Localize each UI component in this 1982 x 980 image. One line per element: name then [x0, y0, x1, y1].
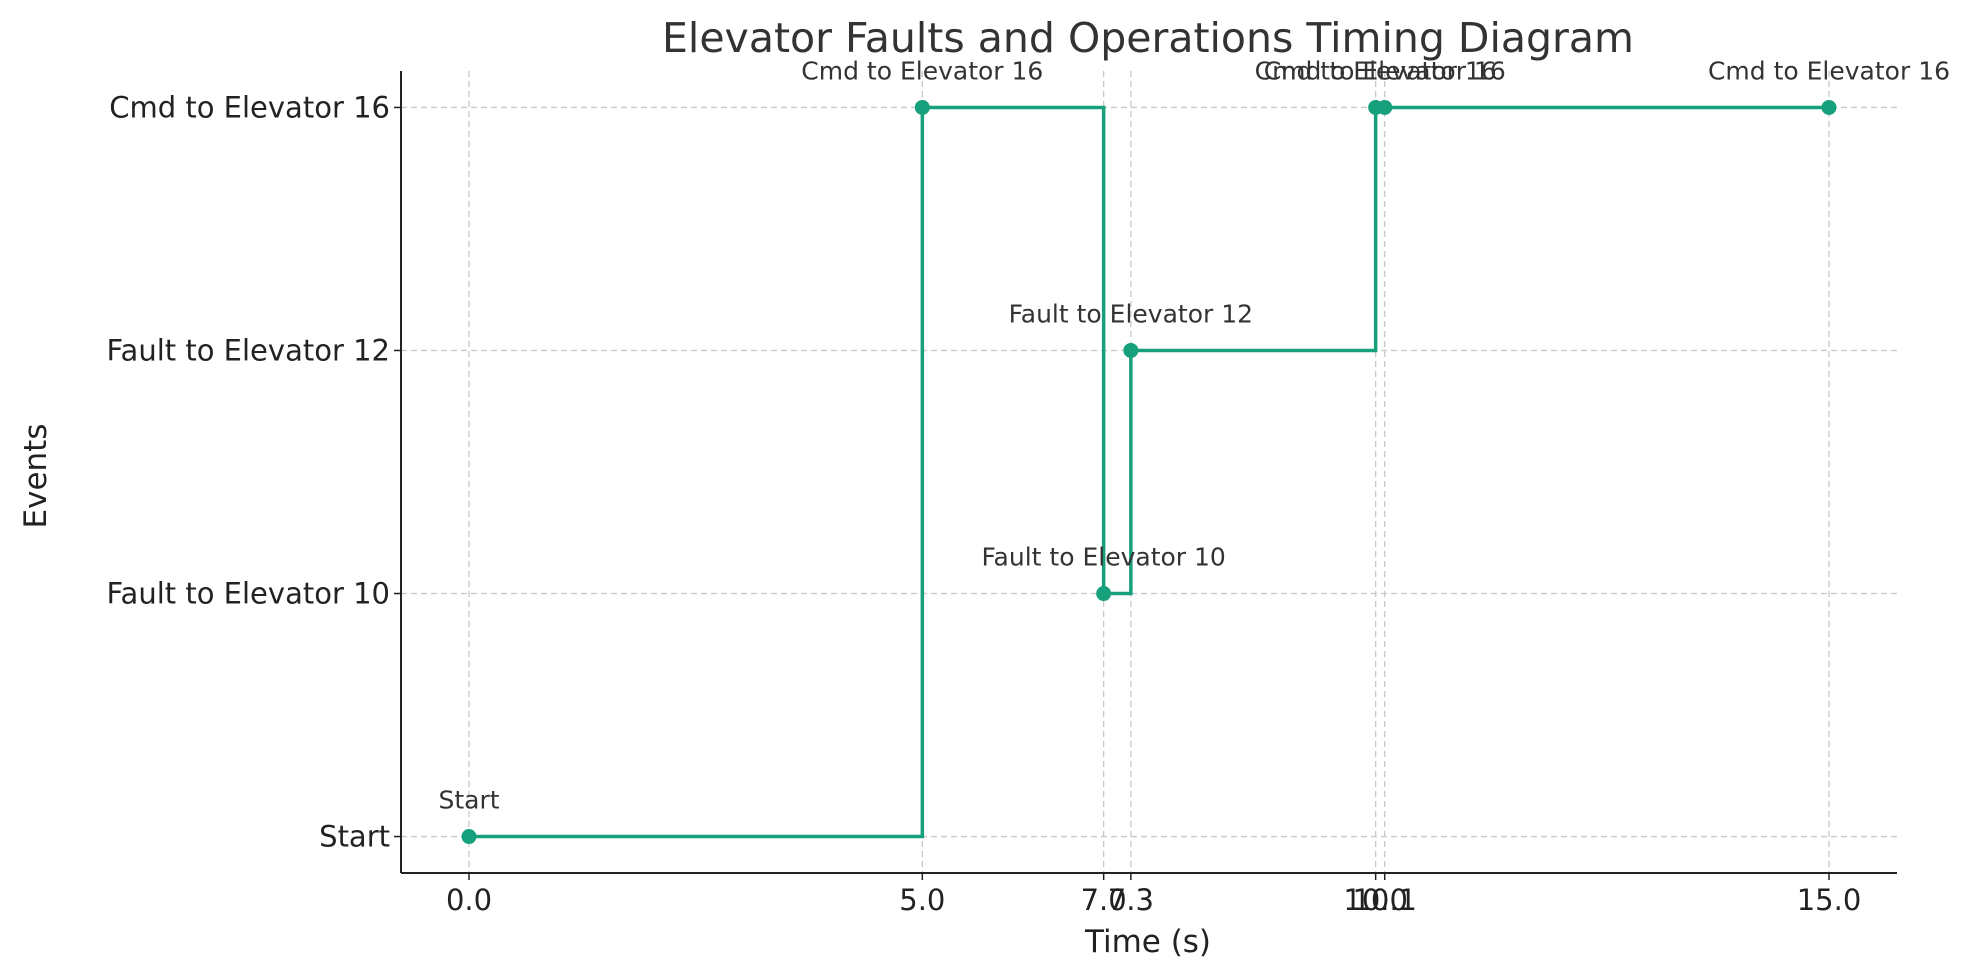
- point-labels: Start Cmd to Elevator 16 Fault to Elevator…: [438, 56, 1950, 814]
- x-axis-title: Time (s): [1084, 924, 1211, 960]
- data-point: [1821, 99, 1837, 115]
- y-axis-title: Events: [18, 424, 54, 529]
- data-point: [461, 829, 477, 845]
- data-point: [1096, 586, 1112, 602]
- data-point: [1123, 342, 1139, 358]
- point-label: Fault to Elevator 10: [981, 543, 1225, 572]
- point-label: Cmd to Elevator 16: [1255, 56, 1497, 85]
- x-tick-label: 5.0: [899, 883, 945, 917]
- step-line: [469, 105, 1829, 839]
- grid-lines: [401, 71, 1897, 873]
- point-label: Cmd to Elevator 16: [801, 56, 1043, 85]
- x-tick-label: 7.3: [1108, 883, 1154, 917]
- y-tick-label: Fault to Elevator 12: [107, 333, 390, 367]
- data-point: [1377, 99, 1393, 115]
- x-tick-label: 10.0: [1343, 883, 1408, 917]
- tick-labels: 0.0 5.0 7.07.3 10.010.1 15.0 Start Fault to El…: [107, 90, 1862, 917]
- axes: [400, 71, 1897, 874]
- x-tick-label: 10.1: [1352, 883, 1417, 917]
- x-tick-label: 0.0: [446, 883, 492, 917]
- y-tick-label: Start: [319, 820, 390, 854]
- chart-title: Elevator Faults and Operations Timing Di…: [662, 14, 1634, 62]
- x-tick-label: 7.0: [1081, 883, 1127, 917]
- point-label: Start: [438, 786, 499, 815]
- point-label: Fault to Elevator 12: [1009, 299, 1253, 328]
- x-tick-label: 15.0: [1797, 883, 1862, 917]
- y-tick-label: Cmd to Elevator 16: [109, 90, 390, 124]
- point-label: Cmd to Elevator 16: [1708, 56, 1950, 85]
- series-step-line: [469, 105, 1829, 839]
- y-tick-label: Fault to Elevator 10: [107, 577, 390, 611]
- point-label: Cmd to Elevator 16: [1264, 56, 1506, 85]
- data-point: [914, 99, 930, 115]
- data-points: [461, 99, 1837, 845]
